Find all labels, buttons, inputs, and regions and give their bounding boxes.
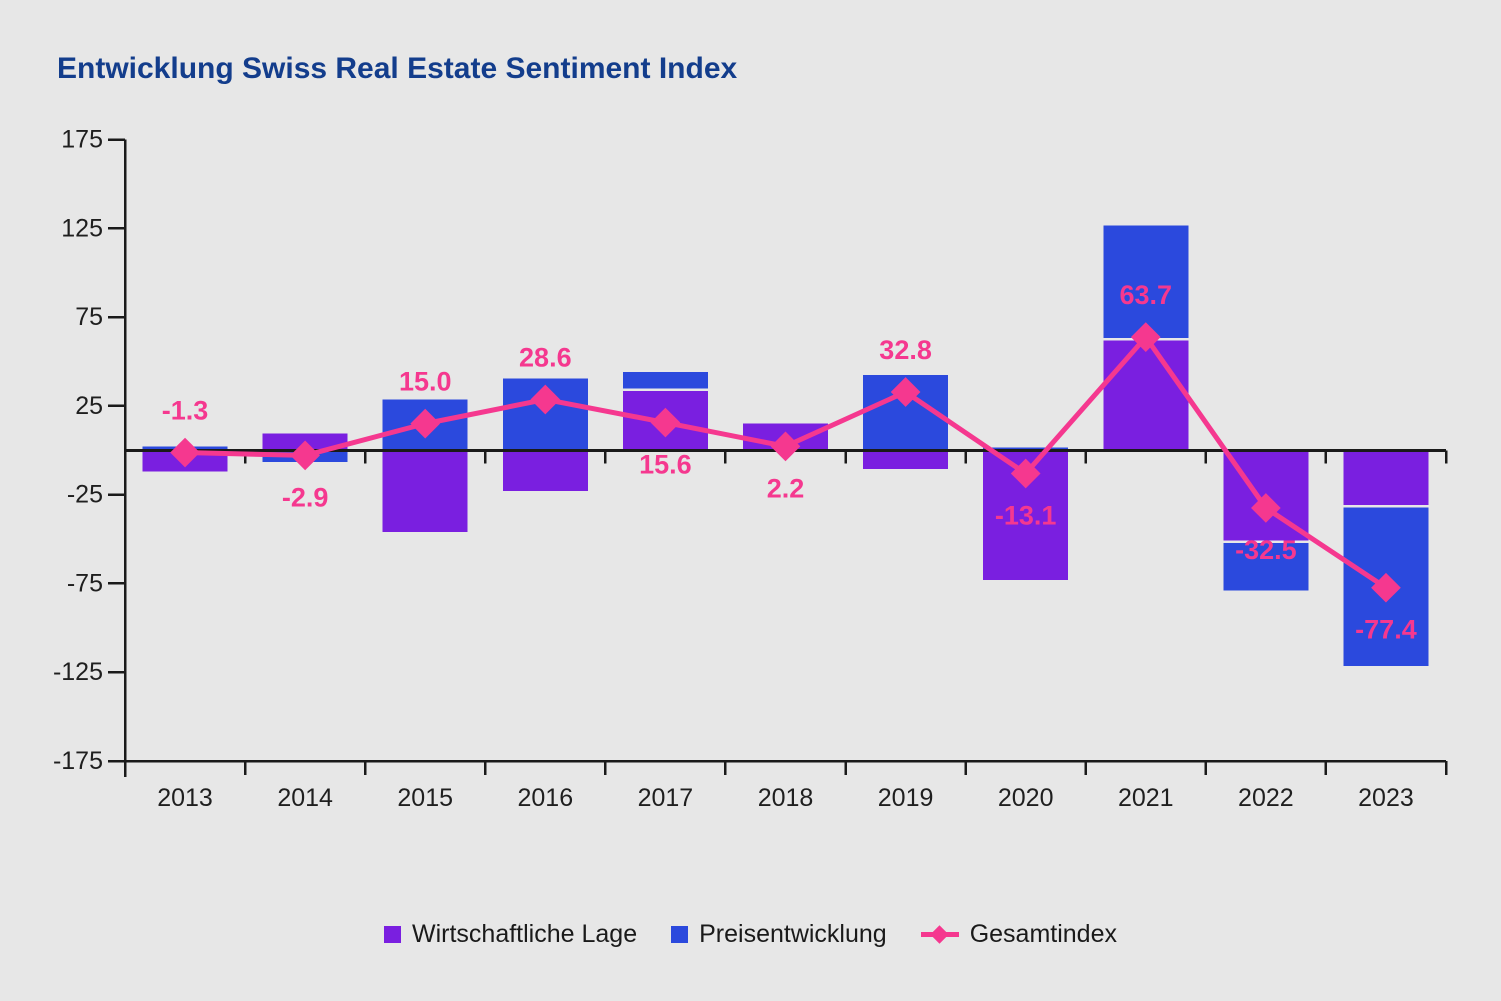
y-axis-label: 75 <box>75 303 103 331</box>
gesamtindex-marker-2019 <box>890 377 921 407</box>
chart-title: Entwicklung Swiss Real Estate Sentiment … <box>57 52 738 85</box>
bar-wirtschaftliche-lage-2021 <box>1103 339 1189 451</box>
bar-segment-separator-2022 <box>1223 540 1309 543</box>
x-axis-label: 2020 <box>998 784 1054 812</box>
x-axis-label: 2013 <box>157 784 213 812</box>
gesamtindex-marker-2023 <box>1371 572 1401 603</box>
gesamtindex-value-label-2023: -77.4 <box>1355 615 1417 645</box>
bar-preisentwicklung-2022 <box>1223 541 1309 591</box>
gesamtindex-value-label-2020: -13.1 <box>995 501 1057 531</box>
legend-swatch-wirtschaftliche-lage-icon <box>384 926 401 943</box>
legend: Wirtschaftliche Lage Preisentwicklung Ge… <box>0 920 1501 949</box>
gesamtindex-value-label-2017: 15.6 <box>639 450 692 480</box>
y-axis-label: -175 <box>53 747 103 775</box>
y-axis-label: -25 <box>67 481 103 509</box>
y-axis-label: 25 <box>75 392 103 420</box>
legend-swatch-gesamtindex-diamond-icon <box>930 924 949 944</box>
bar-wirtschaftliche-lage-2023 <box>1343 450 1429 507</box>
y-axis-label: -125 <box>53 658 103 686</box>
legend-label-wirtschaftliche-lage: Wirtschaftliche Lage <box>412 920 638 948</box>
gesamtindex-value-label-2021: 63.7 <box>1119 280 1172 310</box>
gesamtindex-value-label-2018: 2.2 <box>767 473 805 503</box>
gesamtindex-value-label-2016: 28.6 <box>519 342 572 372</box>
y-axis-label: 125 <box>61 214 103 242</box>
gesamtindex-value-label-2019: 32.8 <box>879 335 932 365</box>
bar-preisentwicklung-2021 <box>1103 225 1189 340</box>
gesamtindex-marker-2015 <box>410 408 441 439</box>
gesamtindex-marker-2021 <box>1130 322 1161 352</box>
x-axis-label: 2019 <box>878 784 934 812</box>
gesamtindex-value-label-2022: -32.5 <box>1235 535 1297 565</box>
x-axis-label: 2014 <box>277 784 333 812</box>
legend-item-wirtschaftliche-lage: Wirtschaftliche Lage <box>384 920 637 949</box>
x-axis-label: 2017 <box>638 784 694 812</box>
bar-preisentwicklung-2017 <box>622 372 708 390</box>
legend-swatch-gesamtindex-line-icon <box>920 924 959 944</box>
x-axis-label: 2023 <box>1358 784 1414 812</box>
legend-label-preisentwicklung: Preisentwicklung <box>699 920 887 948</box>
bar-segment-separator-2017 <box>622 388 708 392</box>
y-axis-label: 175 <box>61 126 103 154</box>
x-axis-label: 2015 <box>397 784 453 812</box>
gesamtindex-marker-2018 <box>770 431 801 462</box>
legend-label-gesamtindex: Gesamtindex <box>969 920 1117 948</box>
gesamtindex-marker-2013 <box>170 437 200 468</box>
gesamtindex-marker-2014 <box>290 440 320 471</box>
gesamtindex-marker-2016 <box>530 384 561 415</box>
gesamtindex-value-label-2015: 15.0 <box>399 367 452 397</box>
x-axis-label: 2018 <box>758 784 814 812</box>
gesamtindex-marker-2022 <box>1251 493 1281 523</box>
bar-wirtschaftliche-lage-2019 <box>863 450 949 469</box>
bar-wirtschaftliche-lage-2015 <box>382 450 468 532</box>
x-axis-label: 2021 <box>1118 784 1174 812</box>
legend-item-preisentwicklung: Preisentwicklung <box>671 920 887 949</box>
bar-segment-separator-2023 <box>1343 504 1429 508</box>
gesamtindex-value-label-2014: -2.9 <box>282 482 329 512</box>
y-axis-label: -75 <box>67 569 103 597</box>
legend-item-gesamtindex: Gesamtindex <box>920 920 1117 949</box>
bar-wirtschaftliche-lage-2016 <box>502 450 588 492</box>
gesamtindex-marker-2017 <box>650 407 681 438</box>
x-axis-label: 2022 <box>1238 784 1294 812</box>
gesamtindex-value-label-2013: -1.3 <box>162 396 209 426</box>
x-axis-label: 2016 <box>518 784 574 812</box>
legend-swatch-preisentwicklung-icon <box>671 926 689 943</box>
